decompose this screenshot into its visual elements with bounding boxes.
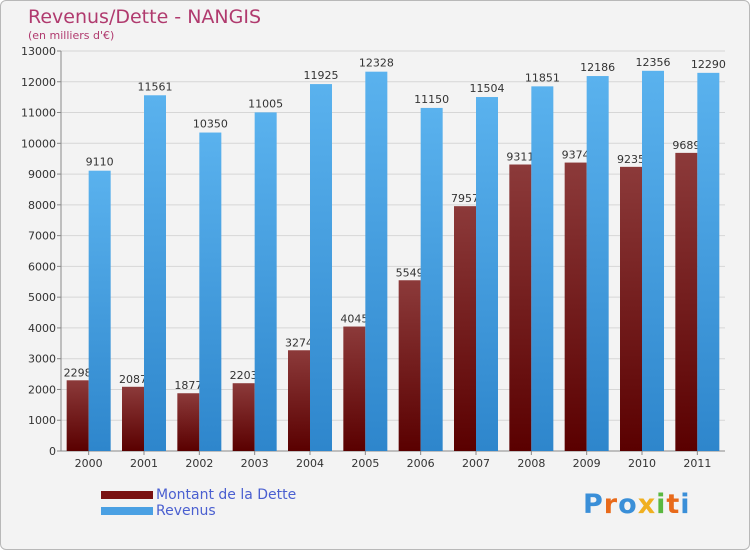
y-tick-label: 7000 bbox=[28, 230, 56, 243]
data-label-debt: 3274 bbox=[285, 336, 313, 349]
bar-debt bbox=[620, 166, 642, 451]
data-label-debt: 2087 bbox=[119, 373, 147, 386]
data-label-revenue: 11150 bbox=[414, 93, 449, 106]
x-tick-label: 2007 bbox=[462, 457, 490, 470]
legend-swatch-revenue bbox=[101, 507, 153, 515]
data-label-revenue: 11005 bbox=[248, 97, 283, 110]
data-label-debt: 4045 bbox=[340, 313, 368, 326]
data-label-debt: 9311 bbox=[506, 151, 534, 164]
bar-revenue bbox=[365, 71, 388, 451]
data-label-revenue: 11561 bbox=[138, 80, 173, 93]
bar-revenue bbox=[254, 112, 277, 451]
data-label-revenue: 12290 bbox=[691, 58, 726, 71]
bar-debt bbox=[675, 152, 698, 451]
x-tick-label: 2006 bbox=[407, 457, 435, 470]
bar-revenue bbox=[420, 107, 443, 451]
bar-revenue bbox=[642, 70, 664, 452]
legend-label-revenue: Revenus bbox=[156, 503, 216, 519]
chart-subtitle: (en milliers d'€) bbox=[28, 29, 115, 42]
x-tick-label: 2010 bbox=[628, 457, 656, 470]
data-label-debt: 9689 bbox=[672, 139, 700, 152]
logo-letter: o bbox=[618, 489, 638, 520]
bar-debt bbox=[343, 326, 366, 451]
legend-label-debt: Montant de la Dette bbox=[156, 487, 297, 503]
bar-debt bbox=[454, 206, 476, 451]
data-label-revenue: 12328 bbox=[359, 57, 394, 70]
bar-debt bbox=[564, 162, 587, 452]
chart-title: Revenus/Dette - NANGIS bbox=[28, 6, 262, 28]
y-tick-label: 12000 bbox=[21, 76, 56, 89]
data-label-revenue: 12356 bbox=[636, 56, 671, 69]
bar-revenue bbox=[144, 95, 166, 452]
y-tick-label: 10000 bbox=[21, 137, 56, 150]
data-label-revenue: 11504 bbox=[470, 82, 505, 95]
logo-letter: i bbox=[680, 489, 691, 520]
x-tick-label: 2011 bbox=[683, 457, 711, 470]
y-tick-label: 8000 bbox=[28, 199, 56, 212]
x-tick-label: 2008 bbox=[517, 457, 545, 470]
bar-revenue bbox=[586, 76, 609, 452]
legend-swatch-debt bbox=[101, 491, 153, 499]
data-label-revenue: 9110 bbox=[86, 156, 114, 169]
logo-letter: r bbox=[603, 489, 619, 520]
data-label-debt: 7957 bbox=[451, 192, 479, 205]
y-tick-label: 13000 bbox=[21, 45, 56, 58]
y-tick-label: 5000 bbox=[28, 291, 56, 304]
x-tick-label: 2001 bbox=[130, 457, 158, 470]
bar-revenue bbox=[199, 132, 222, 452]
data-label-debt: 9374 bbox=[562, 149, 590, 162]
y-tick-label: 0 bbox=[49, 445, 56, 458]
logo-letter: i bbox=[656, 489, 667, 520]
logo-letter: P bbox=[583, 489, 604, 520]
y-tick-label: 11000 bbox=[21, 107, 56, 120]
data-label-revenue: 11925 bbox=[304, 69, 339, 82]
x-tick-label: 2003 bbox=[241, 457, 269, 470]
data-label-revenue: 10350 bbox=[193, 118, 228, 131]
bar-revenue bbox=[476, 97, 498, 452]
y-tick-label: 2000 bbox=[28, 383, 56, 396]
y-tick-label: 1000 bbox=[28, 414, 56, 427]
data-label-debt: 2203 bbox=[230, 369, 258, 382]
y-tick-label: 4000 bbox=[28, 322, 56, 335]
plot-area bbox=[61, 51, 725, 451]
x-tick-label: 2005 bbox=[351, 457, 379, 470]
logo-letter: x bbox=[637, 489, 657, 520]
bar-debt bbox=[398, 280, 421, 451]
data-label-debt: 1877 bbox=[174, 379, 202, 392]
bar-debt bbox=[177, 393, 200, 451]
x-tick-label: 2004 bbox=[296, 457, 324, 470]
bar-revenue bbox=[310, 84, 332, 452]
y-tick-label: 9000 bbox=[28, 168, 56, 181]
bar-debt bbox=[288, 350, 310, 451]
bar-debt bbox=[232, 383, 255, 451]
data-label-revenue: 12186 bbox=[580, 61, 615, 74]
bar-debt bbox=[509, 164, 532, 451]
data-label-revenue: 11851 bbox=[525, 71, 560, 84]
data-label-debt: 5549 bbox=[396, 266, 424, 279]
data-label-debt: 9235 bbox=[617, 153, 645, 166]
bar-revenue bbox=[531, 86, 554, 451]
bar-revenue bbox=[697, 72, 720, 451]
x-tick-label: 2009 bbox=[573, 457, 601, 470]
x-tick-label: 2000 bbox=[75, 457, 103, 470]
proxiti-logo: Proxiti bbox=[583, 489, 691, 520]
y-tick-label: 3000 bbox=[28, 353, 56, 366]
y-tick-label: 6000 bbox=[28, 260, 56, 273]
x-tick-label: 2002 bbox=[185, 457, 213, 470]
bar-revenue bbox=[88, 170, 111, 451]
logo-letter: t bbox=[666, 489, 681, 520]
bar-debt bbox=[122, 386, 144, 451]
data-label-debt: 2298 bbox=[64, 366, 92, 379]
bar-debt bbox=[66, 380, 89, 451]
